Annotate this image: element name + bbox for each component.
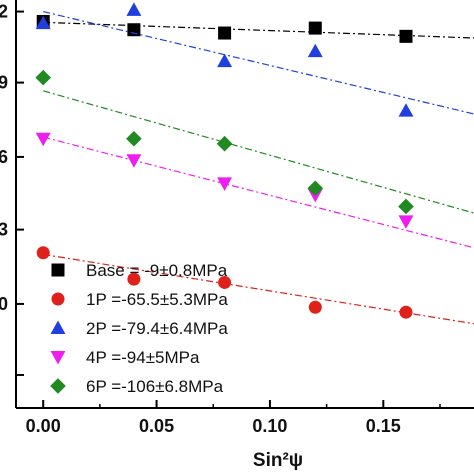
data-point bbox=[127, 272, 141, 286]
series-1 bbox=[36, 246, 474, 325]
data-point bbox=[35, 69, 52, 86]
y-tick-label: 0 bbox=[0, 294, 8, 314]
data-point bbox=[308, 21, 322, 35]
axes: 0.00 0.05 0.10 0.15 0 3 6 9 2 bbox=[0, 0, 474, 436]
data-point bbox=[35, 15, 51, 30]
data-point bbox=[218, 275, 232, 289]
legend-label: 6P =-106±6.8MPa bbox=[86, 377, 224, 396]
legend-marker bbox=[51, 292, 65, 306]
data-point bbox=[126, 2, 142, 16]
data-point bbox=[399, 305, 413, 319]
data-point bbox=[399, 29, 413, 43]
data-point bbox=[218, 26, 232, 40]
legend-marker bbox=[50, 351, 66, 365]
series-0 bbox=[36, 14, 474, 43]
y-tick-label: 9 bbox=[0, 73, 8, 93]
data-point bbox=[35, 132, 51, 147]
series-3 bbox=[35, 132, 474, 249]
data-point bbox=[398, 103, 414, 117]
fit-line bbox=[43, 10, 474, 115]
fit-line bbox=[43, 136, 474, 249]
data-point bbox=[398, 198, 414, 215]
legend-marker bbox=[51, 263, 65, 277]
data-point bbox=[217, 177, 233, 191]
data-point bbox=[307, 43, 323, 58]
y-tick-label: 2 bbox=[0, 2, 8, 22]
legend-marker bbox=[50, 378, 66, 394]
legend-label: 1P =-65.5±5.3MPa bbox=[86, 290, 228, 309]
legend-marker bbox=[50, 320, 66, 334]
y-tick-label: 6 bbox=[0, 147, 8, 167]
data-point bbox=[127, 23, 141, 37]
series-4 bbox=[35, 69, 474, 215]
x-tick-label: 0.10 bbox=[252, 416, 287, 436]
legend-label: Base = -9±0.8MPa bbox=[86, 261, 228, 280]
data-point bbox=[36, 246, 50, 260]
x-tick-label: 0.05 bbox=[139, 416, 174, 436]
legend: Base = -9±0.8MPa 1P =-65.5±5.3MPa 2P =-79.… bbox=[50, 261, 228, 396]
series-2 bbox=[35, 2, 474, 117]
data-point bbox=[308, 300, 322, 314]
legend-label: 4P =-94±5MPa bbox=[86, 348, 200, 367]
x-tick-label: 0.15 bbox=[366, 416, 401, 436]
data-point bbox=[126, 130, 142, 147]
x-axis-title: Sin²ψ bbox=[253, 450, 303, 471]
data-point bbox=[217, 53, 233, 68]
data-point bbox=[307, 180, 324, 197]
data-point bbox=[398, 215, 414, 229]
fit-line bbox=[43, 90, 474, 214]
legend-label: 2P =-79.4±6.4MPa bbox=[86, 319, 228, 338]
x-tick-label: 0.00 bbox=[26, 416, 61, 436]
plot-area bbox=[35, 2, 474, 325]
y-tick-label: 3 bbox=[0, 220, 8, 240]
data-point bbox=[126, 154, 142, 168]
data-point bbox=[216, 135, 233, 152]
fit-line bbox=[43, 21, 474, 39]
